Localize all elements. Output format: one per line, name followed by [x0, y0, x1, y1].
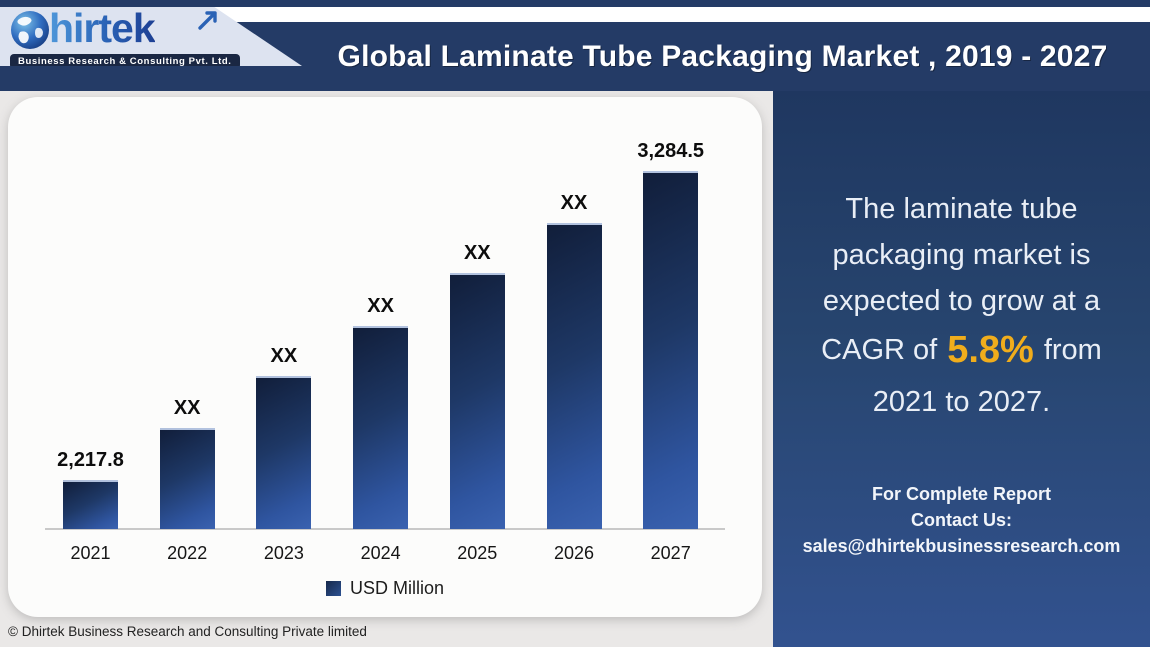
bar-value-label: XX — [270, 345, 298, 367]
growth-arrow-icon — [198, 11, 217, 30]
brand-tagline: Business Research & Consulting Pvt. Ltd. — [10, 54, 240, 66]
bar-value-label: XX — [367, 295, 394, 317]
bar — [546, 223, 602, 529]
summary-line: expected to grow at a — [822, 285, 1101, 317]
chart-legend: USD Million — [8, 578, 762, 599]
x-axis-line — [45, 528, 725, 530]
bar-value-label: 3,284.5 — [637, 140, 705, 162]
cagr-value: 5.8% — [947, 329, 1034, 371]
plot-area: 2,217.8 2021 XX 2022 XX 2023 XX 2024 XX 2025 XX 202… — [8, 97, 762, 617]
copyright-note: © Dhirtek Business Research and Consulti… — [8, 624, 367, 639]
brand-wordmark: hirtek — [49, 4, 156, 51]
brand-logo: hirtek — [10, 4, 302, 51]
bar-value-label: XX — [173, 397, 201, 419]
bar — [63, 480, 118, 529]
bar-value-label: XX — [463, 242, 491, 264]
contact-subheading: Contact Us: — [910, 510, 1012, 531]
summary-line: The laminate tube — [845, 193, 1078, 225]
bar — [256, 376, 312, 529]
summary-line: packaging market is — [832, 239, 1091, 271]
x-axis-label: 2023 — [263, 543, 304, 563]
legend-swatch-icon — [325, 581, 341, 596]
header-white-gap — [0, 7, 1150, 22]
top-accent-strip — [0, 0, 1150, 7]
x-axis-label: 2022 — [167, 543, 208, 563]
x-axis-label: 2026 — [553, 543, 595, 563]
bar — [643, 171, 699, 529]
cagr-suffix: from — [1043, 334, 1102, 366]
bar — [449, 273, 505, 529]
bar — [353, 326, 409, 529]
x-axis-label: 2025 — [457, 543, 498, 563]
legend-label: USD Million — [349, 578, 445, 598]
contact-block: For Complete Report Contact Us: sales@dh… — [773, 481, 1150, 559]
bar-value-label: 2,217.8 — [57, 449, 124, 471]
page-title: Global Laminate Tube Packaging Market , … — [337, 39, 1108, 73]
contact-heading: For Complete Report — [871, 484, 1051, 504]
cagr-prefix: CAGR of — [821, 334, 938, 366]
contact-email: sales@dhirtekbusinessresearch.com — [802, 536, 1121, 557]
cagr-line: CAGR of 5.8% from — [785, 324, 1138, 376]
summary-text: The laminate tube packaging market is ex… — [773, 186, 1150, 428]
globe-icon — [11, 11, 49, 49]
bar-value-label: XX — [560, 192, 588, 214]
summary-panel: The laminate tube packaging market is ex… — [773, 91, 1150, 647]
x-axis-label: 2027 — [650, 543, 691, 563]
bar — [159, 428, 215, 529]
chart-card: 2,217.8 2021 XX 2022 XX 2023 XX 2024 XX 2025 XX 202… — [8, 97, 762, 617]
x-axis-label: 2021 — [70, 543, 111, 563]
x-axis-label: 2024 — [360, 543, 401, 563]
period-line: 2021 to 2027. — [872, 386, 1051, 418]
